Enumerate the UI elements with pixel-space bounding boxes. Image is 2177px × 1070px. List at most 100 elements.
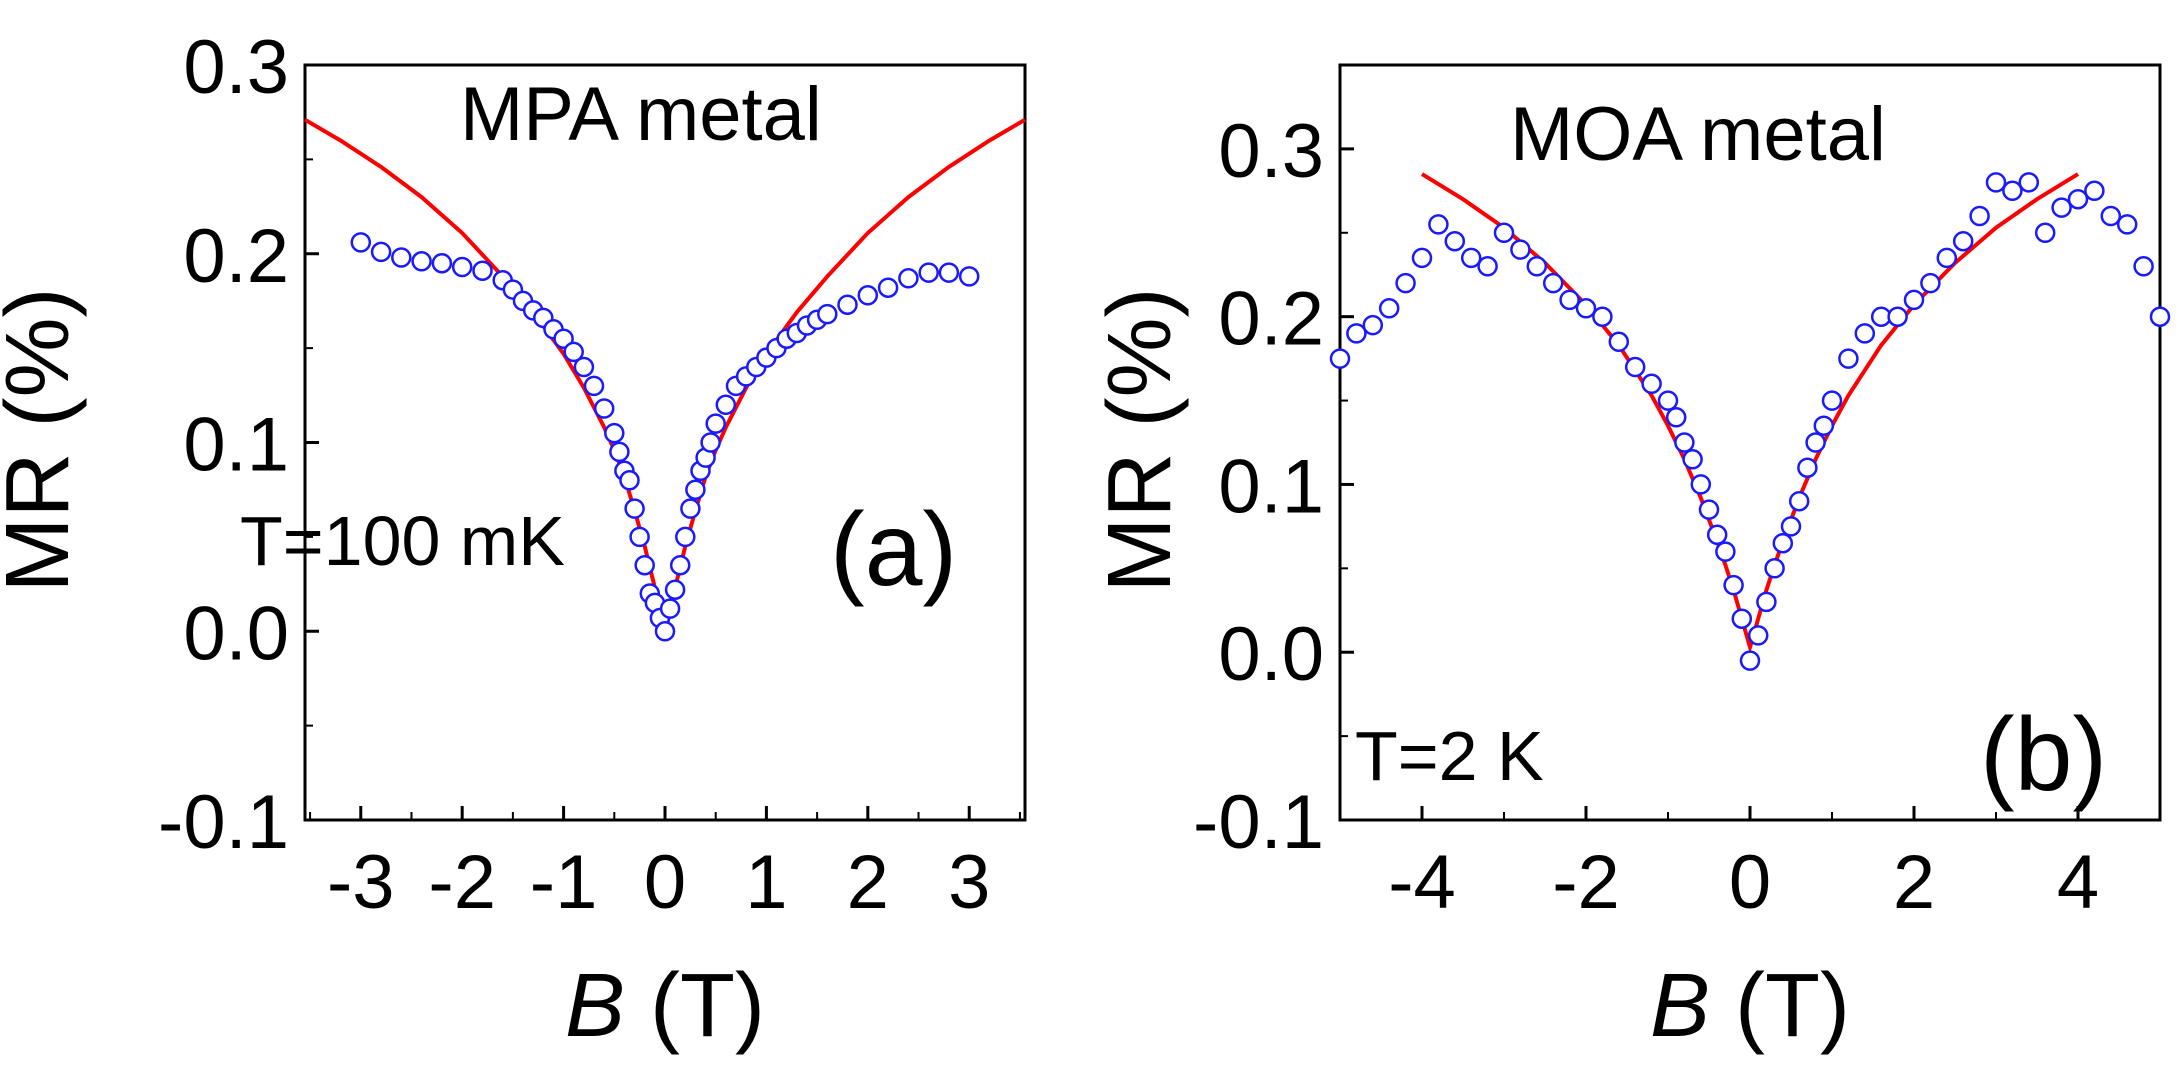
data-point-a [675,526,696,548]
data-point-b [1624,356,1646,378]
data-point-b [1936,247,1958,269]
data-point-b [1805,432,1826,453]
data-point-a [837,294,858,315]
data-point-b [2084,180,2105,202]
data-point-b [1952,230,1974,252]
x-axis-label-a: B (T) [565,956,765,1056]
data-point-b [1395,272,1416,294]
x-tick-label-a: 3 [948,840,990,925]
data-point-b [2034,222,2056,244]
data-point-b [1739,650,1761,671]
data-point-a [553,328,574,349]
data-point-b [1674,432,1695,453]
data-point-b [2051,197,2072,218]
x-tick-label-b: -4 [1388,840,1456,925]
data-point-a [685,479,706,500]
data-point-a [411,251,432,272]
data-point-b [1969,205,1990,227]
data-point-b [1329,348,1351,369]
data-point-a [669,554,691,576]
temperature-annotation-b: T=2 K [1355,717,1544,795]
data-point-b [1821,390,1843,411]
data-point-b [2149,306,2171,327]
data-point-b [1428,214,1449,235]
data-point-a [583,375,605,397]
y-tick-label-b: 0.1 [1218,444,1324,529]
data-point-b [1764,558,1785,579]
data-point-b [1920,272,1941,294]
data-point-a [431,252,453,274]
data-point-b [1608,331,1630,353]
data-point-a [817,303,838,325]
data-point-a [898,268,919,289]
data-point-b [1731,608,1753,629]
panel-label-b: (b) [1980,697,2107,813]
x-axis-ticks-a: -3 -2 -1 0 1 2 3 [309,806,1021,925]
data-point-b [1747,625,1769,646]
data-point-b [1665,407,1687,428]
x-axis-ticks-b: -4 -2 0 2 4 [1339,806,2161,925]
x-tick-label-b: -2 [1552,840,1620,925]
x-tick-label-a: -1 [530,840,598,925]
data-point-a [664,579,686,600]
data-point-b [1838,348,1859,369]
data-point-b [1887,306,1908,327]
data-point-a [624,498,645,519]
data-point-a [654,621,676,642]
data-point-a [705,413,726,434]
data-point-b [2002,180,2023,202]
data-point-a [938,262,960,283]
data-point-a [593,398,615,419]
x-tick-label-b: 4 [2057,840,2099,925]
data-point-b [2018,172,2040,193]
x-axis-label-symbol-b: B [1650,956,1710,1056]
data-point-a [634,554,655,576]
data-point-b [1715,541,1736,562]
data-point-b [2116,214,2138,235]
fit-curve-b [1420,172,2080,655]
data-point-b [1575,298,1597,319]
y-axis-ticks-b: -0.1 0.0 0.1 0.2 0.3 [1193,109,1354,865]
data-point-b [1756,591,1777,613]
x-tick-label-b: 0 [1729,840,1771,925]
y-tick-label-b: 0.2 [1218,277,1324,362]
data-point-b [1698,499,1720,520]
y-tick-label-a: 0.2 [183,214,289,299]
data-point-a [958,266,980,287]
y-tick-label-b: -0.1 [1193,780,1324,865]
data-point-b [2100,205,2122,227]
data-point-b [1903,289,1925,311]
data-point-a [918,262,939,283]
data-point-b [1493,222,1515,244]
data-point-b [2133,256,2154,277]
data-point-b [1723,574,1744,596]
panel-a: -0.1 0.0 0.1 0.2 0.3 -3 -2 -1 0 1 2 3 MPA metal T=… [0,25,1027,1056]
x-axis-label-b: B (T) [1650,956,1850,1056]
data-point-b [1690,474,1712,495]
panel-title-a: MPA metal [460,72,822,157]
panel-b: -0.1 0.0 0.1 0.2 0.3 -4 -2 0 2 4 MOA metal T=2 K… [1090,63,2171,1056]
data-point-b [1788,490,1810,512]
y-tick-label-a: 0.0 [183,591,289,676]
y-tick-label-b: 0.0 [1218,612,1324,697]
data-point-a [680,498,701,519]
data-point-b [1985,172,2007,193]
x-axis-label-unit-b: (T) [1710,956,1850,1056]
panel-title-b: MOA metal [1510,92,1886,177]
x-tick-label-a: 2 [847,840,889,925]
plot-frame-a [303,63,1027,822]
data-points-a [350,232,980,642]
fit-line-b [1420,172,2080,655]
data-point-b [1444,230,1466,252]
data-point-b [1542,272,1564,294]
data-point-a [573,356,595,378]
data-point-a [563,341,584,363]
data-point-b [1378,298,1400,319]
data-point-b [2067,188,2089,210]
data-point-a [604,422,625,444]
data-point-a [715,394,737,416]
data-point-b [1477,256,1498,277]
data-point-b [1346,323,1367,344]
data-point-b [1510,239,1531,260]
